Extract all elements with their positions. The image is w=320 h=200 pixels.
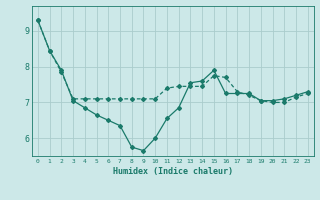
X-axis label: Humidex (Indice chaleur): Humidex (Indice chaleur) (113, 167, 233, 176)
